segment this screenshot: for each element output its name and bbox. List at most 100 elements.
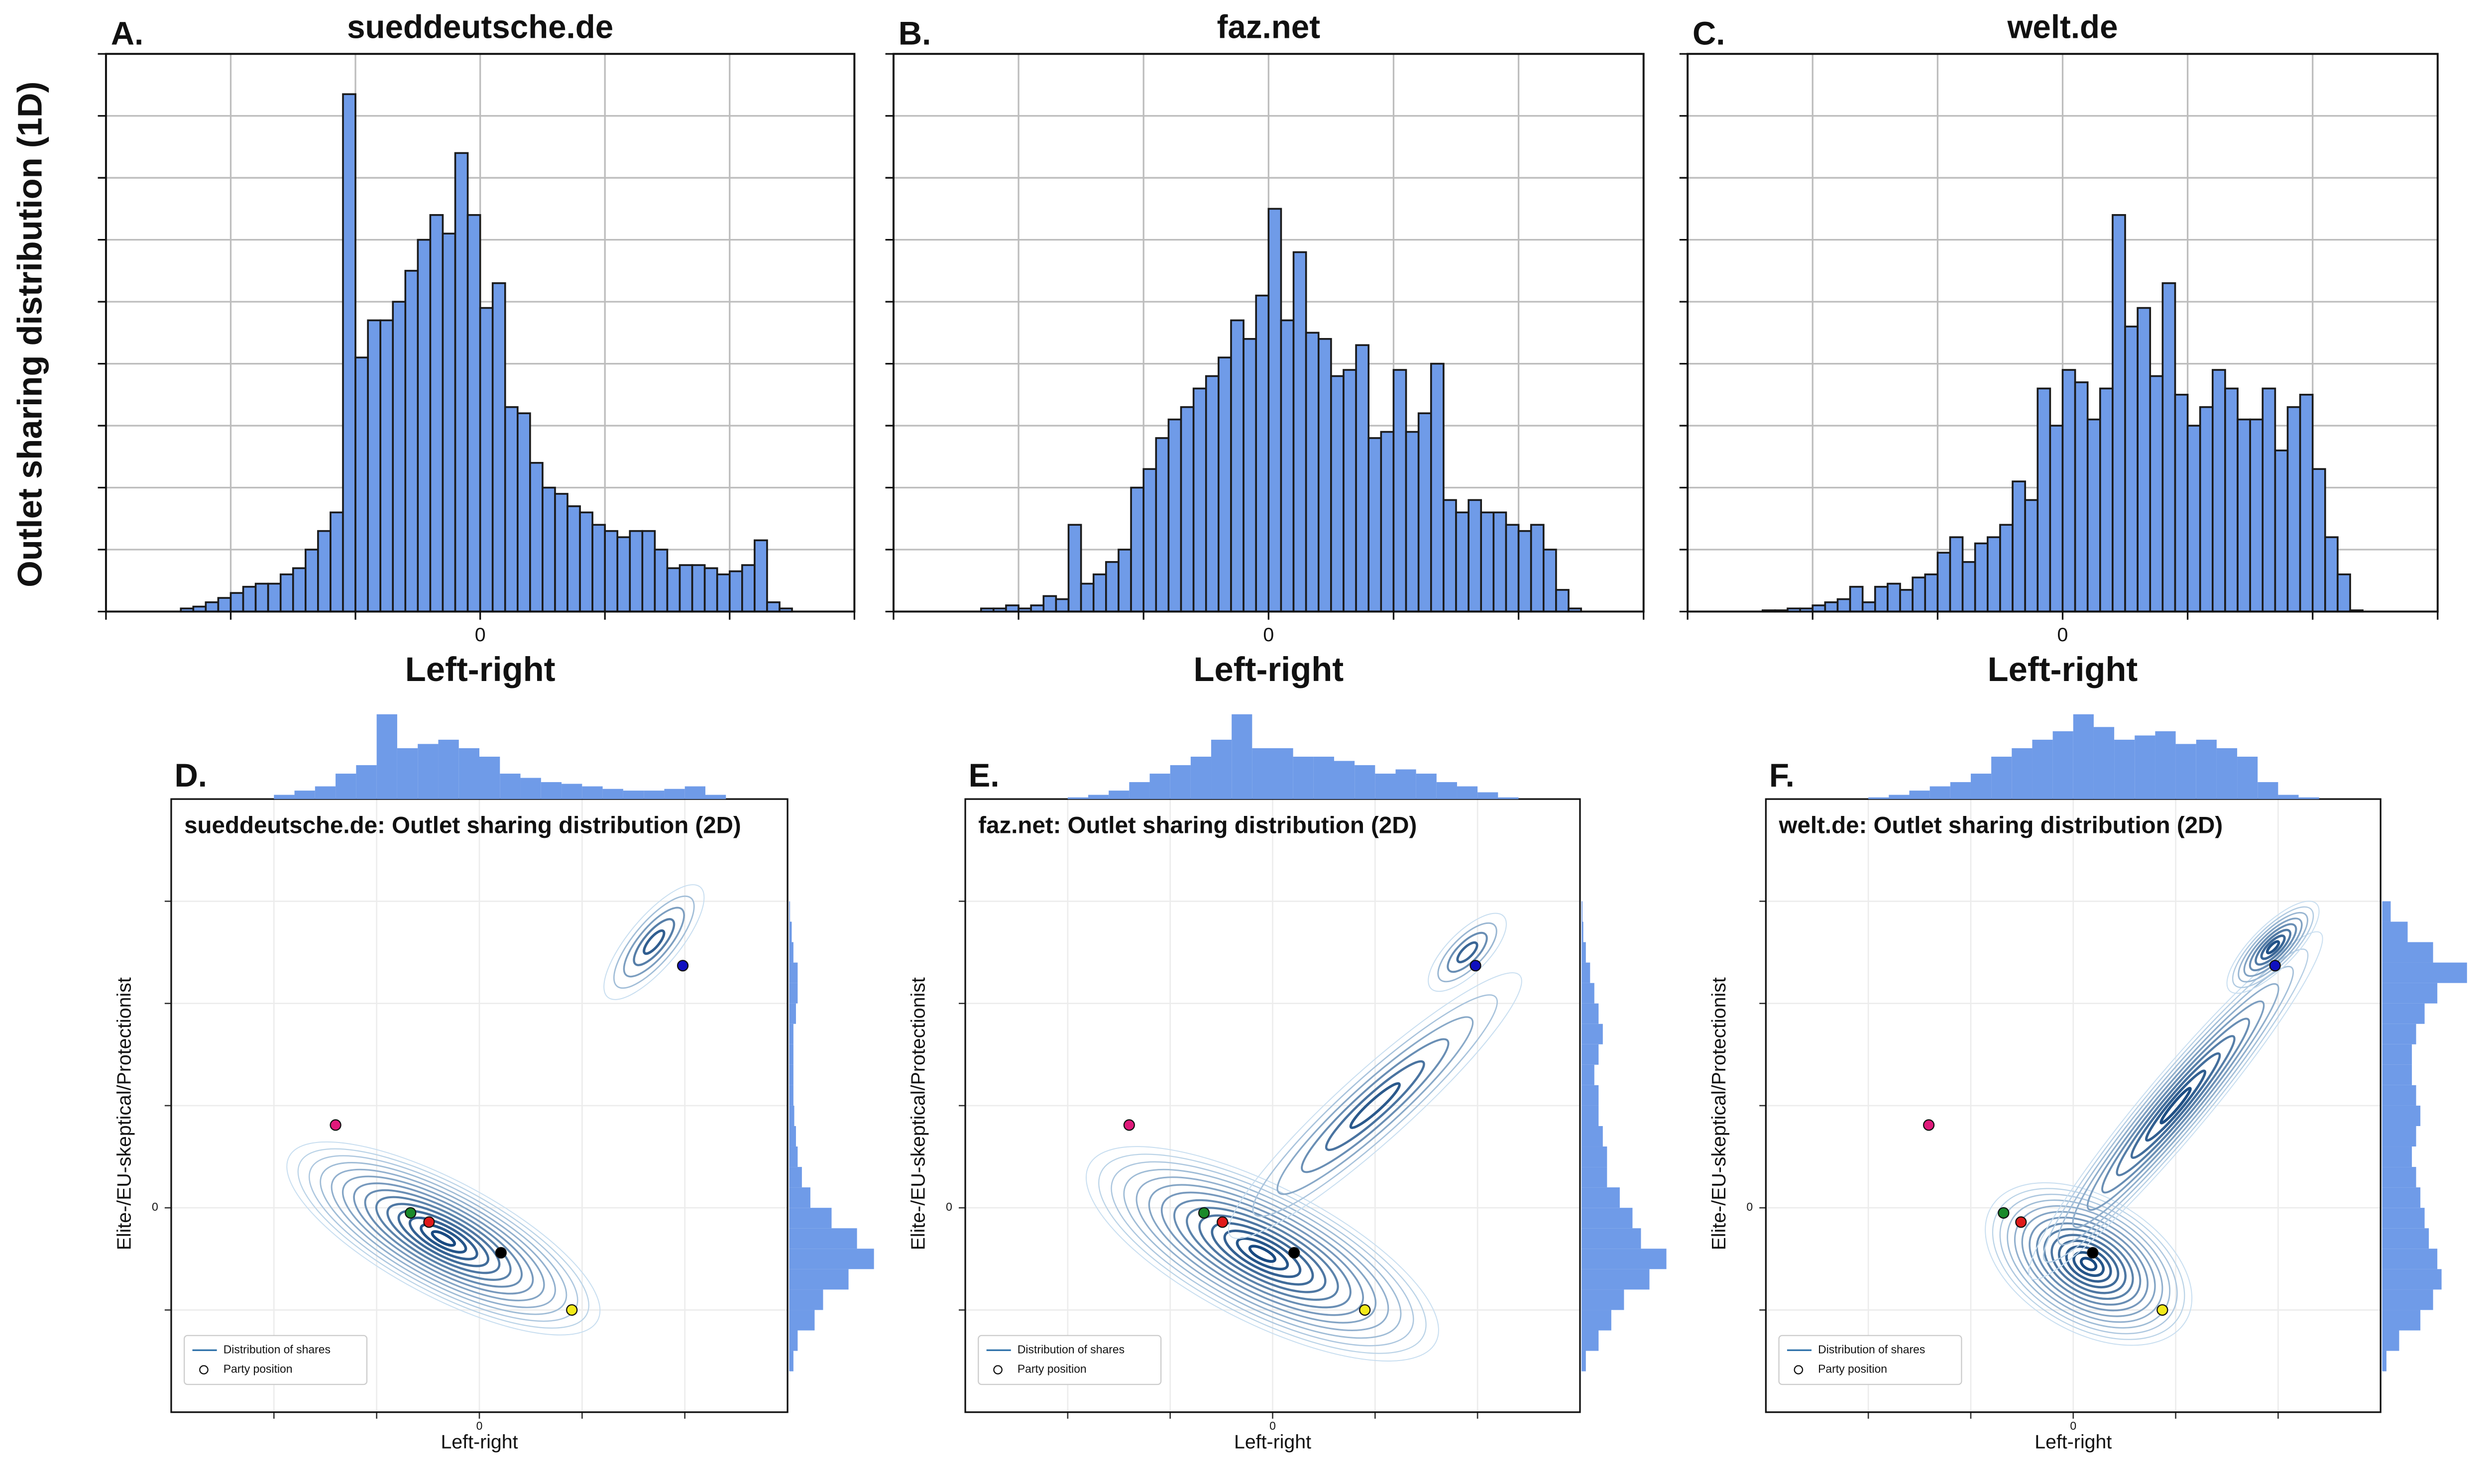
bar xyxy=(1292,251,1307,613)
y-tick-label: 0 xyxy=(152,1200,158,1213)
party-point xyxy=(1923,1119,1935,1131)
right-marginal-bar xyxy=(789,983,798,1004)
contour xyxy=(1456,941,1478,964)
bar xyxy=(292,567,307,613)
right-marginal-bar xyxy=(789,901,791,922)
bar xyxy=(1468,499,1482,613)
contour xyxy=(2249,923,2297,971)
top-marginal-bar xyxy=(1929,786,1950,799)
legend-label: Distribution of shares xyxy=(1018,1343,1125,1356)
right-marginal-bar xyxy=(2382,1289,2433,1310)
contour xyxy=(603,884,705,1000)
top-marginal-bar xyxy=(1334,761,1355,799)
y-tick-label: 0 xyxy=(946,1200,952,1213)
bar xyxy=(1230,319,1244,613)
top-marginal-bar xyxy=(2237,756,2258,799)
party-point xyxy=(423,1216,435,1228)
bar xyxy=(2074,381,2089,613)
bar xyxy=(2137,307,2151,613)
bar xyxy=(2224,387,2239,613)
top-marginal-bar xyxy=(1868,797,1889,799)
bar xyxy=(279,573,294,613)
contour xyxy=(2255,928,2292,966)
top-marginal-bar xyxy=(479,756,500,799)
bar xyxy=(554,493,568,613)
top-marginal-bar xyxy=(684,786,705,799)
right-marginal-bar xyxy=(1582,1208,1633,1229)
bar xyxy=(1317,338,1332,613)
bar xyxy=(1105,561,1120,613)
party-point xyxy=(2015,1216,2027,1228)
bar xyxy=(1355,344,1370,613)
right-marginal-bar xyxy=(2382,1126,2416,1147)
chart-title: welt.de: Outlet sharing distribution (2D… xyxy=(1779,812,2223,838)
right-marginal-bar xyxy=(789,1187,810,1208)
right-marginal-bar xyxy=(789,1024,793,1044)
top-marginal-bar xyxy=(1190,756,1212,799)
contour xyxy=(1447,931,1488,973)
bar xyxy=(1912,576,1926,613)
x-axis-label: Left-right xyxy=(1988,650,2138,688)
bar xyxy=(2012,480,2026,613)
contour xyxy=(623,907,685,978)
right-marginal-bar xyxy=(789,1330,798,1351)
y-axis-label: Outlet sharing distribution (1D) xyxy=(11,82,49,587)
contour xyxy=(286,1141,601,1336)
right-marginal-bar xyxy=(2382,1024,2416,1044)
bar xyxy=(1180,406,1195,613)
panel-letter: D. xyxy=(174,757,207,794)
y-tick-label: 0 xyxy=(1746,1200,1753,1213)
bar xyxy=(2099,387,2114,613)
contour xyxy=(1186,1207,1339,1301)
right-marginal-bar xyxy=(2382,983,2438,1004)
top-marginal-bar xyxy=(1170,765,1191,799)
contour xyxy=(1123,1168,1402,1339)
right-marginal-bar xyxy=(1582,1126,1603,1147)
contour xyxy=(297,1148,589,1329)
contour xyxy=(1135,1176,1389,1331)
bar xyxy=(1205,375,1220,613)
bar xyxy=(2337,573,2351,613)
bar xyxy=(2086,418,2101,613)
panel-letter: C. xyxy=(1693,15,1725,52)
x-tick-label: 0 xyxy=(1263,624,1274,646)
chart-title: welt.de xyxy=(2007,8,2118,45)
top-marginal-bar xyxy=(1355,765,1375,799)
bar xyxy=(205,601,220,613)
right-marginal-bar xyxy=(1582,983,1594,1004)
contour xyxy=(2057,1240,2120,1289)
bar xyxy=(379,319,394,613)
contour xyxy=(2130,1052,2221,1159)
contour xyxy=(375,1196,512,1281)
bar xyxy=(2024,499,2039,613)
top-marginal-bar xyxy=(2032,739,2053,799)
contour xyxy=(2260,934,2286,960)
bar xyxy=(1961,561,1976,613)
bar xyxy=(1874,585,1889,613)
right-marginal-bar xyxy=(1582,1146,1607,1167)
contour xyxy=(2029,1216,2149,1312)
bar xyxy=(1899,589,1914,613)
top-marginal-bar xyxy=(1149,774,1170,799)
top-marginal-bar xyxy=(1067,797,1089,799)
contour xyxy=(1248,1245,1277,1263)
top-marginal-bar xyxy=(2093,727,2115,799)
right-marginal-bar xyxy=(2382,962,2467,983)
bar xyxy=(1530,524,1545,613)
party-point xyxy=(1198,1207,1210,1219)
contour xyxy=(2101,1018,2251,1194)
bar xyxy=(2174,394,2189,613)
top-marginal-bar xyxy=(1272,748,1293,799)
top-marginal-bar xyxy=(2216,748,2238,799)
party-point xyxy=(1998,1207,2010,1219)
top-marginal-bar xyxy=(1252,748,1273,799)
right-marginal-bar xyxy=(2382,1146,2412,1167)
bar xyxy=(1999,524,2014,613)
right-marginal-bar xyxy=(789,1003,796,1024)
contour xyxy=(643,929,666,955)
bar xyxy=(641,530,656,613)
bar xyxy=(1055,598,1070,613)
top-marginal-bar xyxy=(1395,769,1416,799)
bar xyxy=(1243,338,1257,613)
